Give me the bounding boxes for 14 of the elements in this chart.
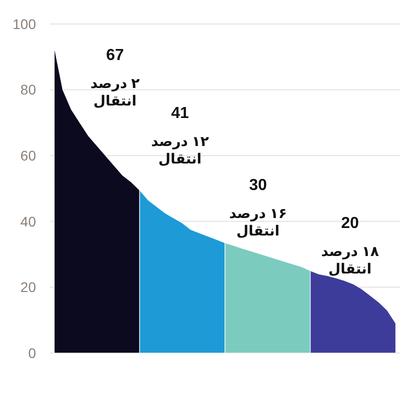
- y-tick-label: 100: [12, 16, 36, 32]
- series-label: ۲ درصد انتقال: [90, 75, 140, 108]
- y-tick-label: 0: [28, 344, 36, 361]
- y-tick-label: 80: [20, 82, 36, 98]
- series-label: ۱۶ درصد انتقال: [229, 205, 287, 238]
- annotation: 67: [106, 47, 124, 64]
- y-tick-label: 60: [20, 148, 36, 164]
- annotation: 41: [171, 105, 189, 122]
- annotation: 20: [341, 215, 359, 232]
- y-tick-label: 40: [20, 213, 36, 230]
- series-label: ۱۲ درصد انتقال: [151, 133, 210, 166]
- annotation: 30: [249, 177, 267, 194]
- y-tick-label: 20: [20, 279, 36, 296]
- series-label: ۱۸ درصد انتقال: [321, 243, 380, 276]
